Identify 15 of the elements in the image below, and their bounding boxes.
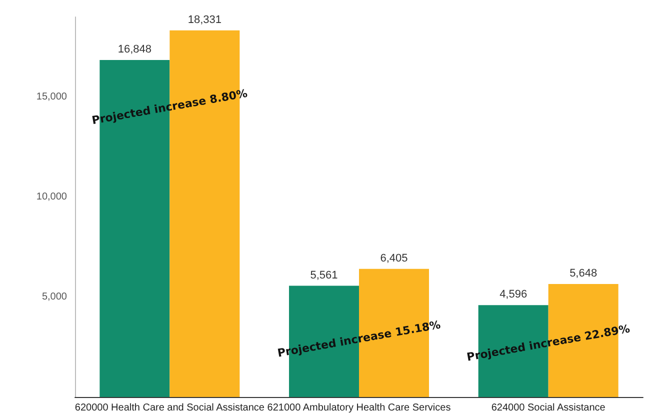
y-tick-label: 5,000 — [42, 292, 68, 302]
y-tick-label: 15,000 — [36, 92, 68, 102]
x-tick-label: 624000 Social Assistance — [491, 402, 606, 414]
data-label: 5,648 — [570, 268, 598, 280]
data-label: 5,561 — [310, 269, 338, 282]
x-tick-label: 621000 Ambulatory Health Care Services — [267, 402, 451, 414]
x-tick-label: 620000 Health Care and Social Assistance — [74, 402, 265, 414]
annotation: Projected increase 15.18% — [276, 318, 442, 360]
annotation: Projected increase 8.80% — [90, 86, 248, 128]
data-label: 6,405 — [380, 252, 408, 264]
data-label: 16,848 — [118, 44, 152, 56]
y-tick-label: 10,000 — [36, 192, 68, 202]
data-label: 4,596 — [500, 288, 528, 301]
data-label: 18,331 — [188, 14, 222, 26]
annotation: Projected increase 22.89% — [466, 322, 631, 364]
